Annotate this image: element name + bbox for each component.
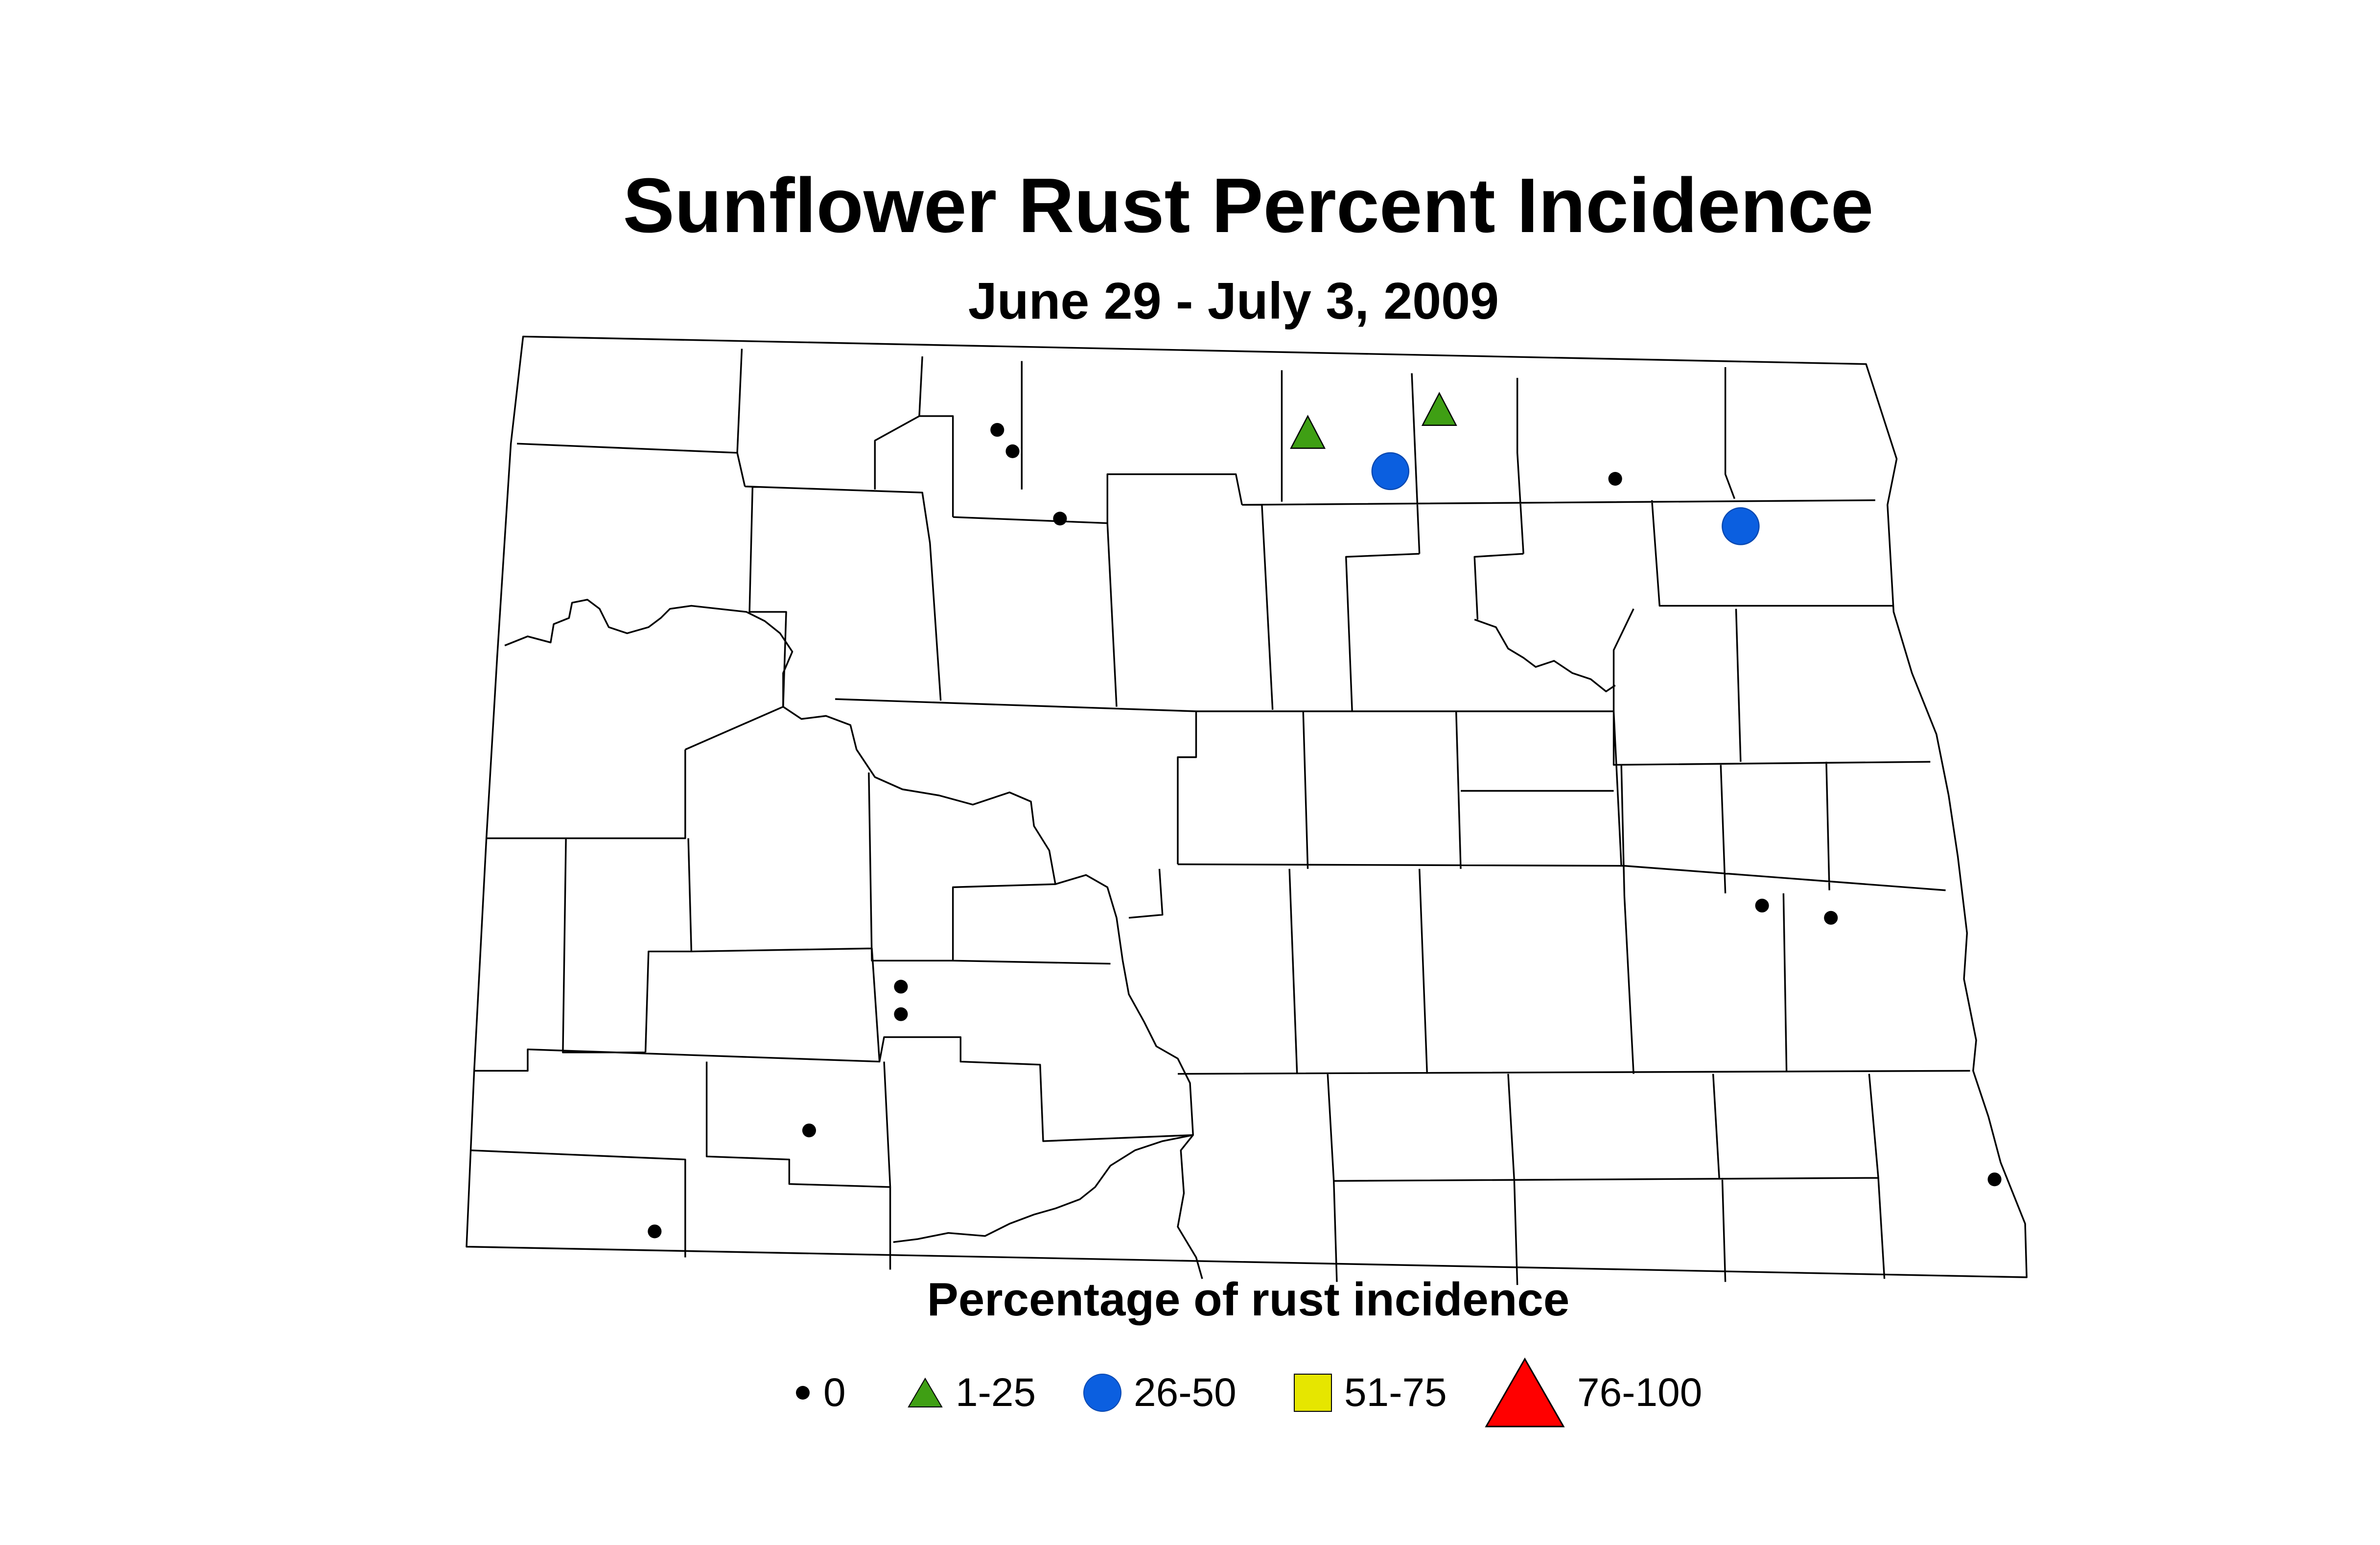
sheyenne-river bbox=[1474, 618, 1616, 693]
legend-item-2: 26-50 bbox=[1082, 1356, 1237, 1429]
river-lower bbox=[893, 1134, 1193, 1243]
triangle-icon bbox=[908, 1378, 943, 1407]
marker-dot bbox=[894, 980, 908, 994]
legend-label: 76-100 bbox=[1577, 1370, 1703, 1415]
marker-dot bbox=[1005, 444, 1020, 458]
marker-dot bbox=[648, 1224, 662, 1239]
legend-item-3: 51-75 bbox=[1292, 1356, 1447, 1429]
legend-label: 51-75 bbox=[1344, 1370, 1447, 1415]
missouri-river bbox=[504, 599, 1203, 1279]
small-dot-icon bbox=[796, 1386, 810, 1400]
marker-triangle bbox=[1290, 415, 1326, 449]
legend-item-0: 0 bbox=[793, 1356, 846, 1429]
marker-dot bbox=[802, 1124, 817, 1138]
legend-item-1: 1-25 bbox=[906, 1356, 1036, 1429]
legend: 0 1-25 26-50 51-75 76-100 bbox=[0, 1356, 2380, 1434]
county-lines bbox=[471, 349, 1970, 1285]
legend-label: 1-25 bbox=[956, 1370, 1036, 1415]
legend-label: 26-50 bbox=[1134, 1370, 1237, 1415]
marker-dot bbox=[1608, 472, 1622, 486]
legend-label: 0 bbox=[823, 1370, 846, 1415]
marker-dot bbox=[1987, 1172, 2002, 1187]
marker-dot bbox=[894, 1007, 908, 1021]
marker-circle bbox=[1722, 507, 1760, 545]
legend-item-4: 76-100 bbox=[1483, 1356, 1702, 1429]
circle-icon bbox=[1083, 1374, 1121, 1412]
map-title: Sunflower Rust Percent Incidence bbox=[623, 163, 1874, 249]
marker-dot bbox=[1053, 512, 1067, 526]
marker-circle bbox=[1371, 452, 1410, 491]
square-icon bbox=[1294, 1374, 1332, 1412]
marker-dot bbox=[990, 423, 1004, 437]
marker-triangle bbox=[1421, 392, 1457, 426]
survey-markers bbox=[648, 392, 2002, 1239]
state-outline bbox=[466, 335, 2028, 1278]
marker-dot bbox=[1824, 911, 1838, 925]
legend-title: Percentage of rust incidence bbox=[927, 1273, 1570, 1326]
large-triangle-icon bbox=[1485, 1357, 1565, 1428]
map-subtitle: June 29 - July 3, 2009 bbox=[968, 272, 1499, 330]
marker-dot bbox=[1755, 898, 1769, 913]
